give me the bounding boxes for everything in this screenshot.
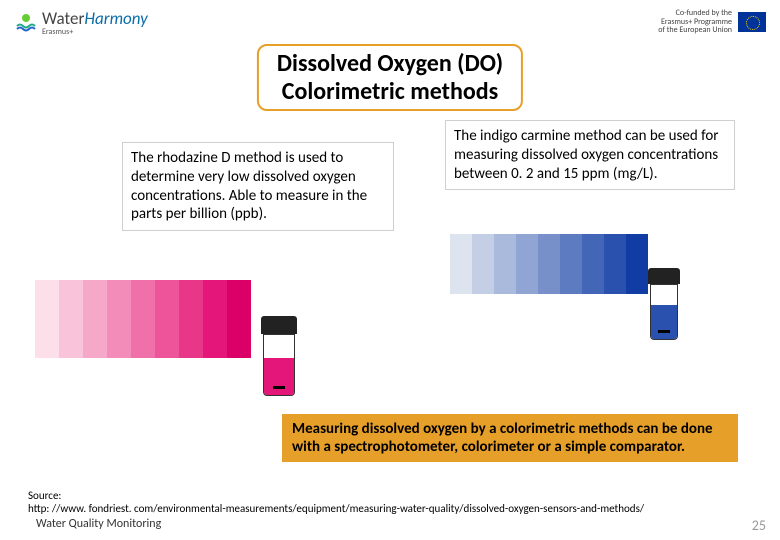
color-swatch bbox=[131, 280, 155, 358]
vial-body bbox=[263, 334, 295, 396]
brand-italic: Harmony bbox=[84, 8, 147, 29]
footer-text: Water Quality Monitoring bbox=[36, 517, 161, 534]
color-swatch bbox=[59, 280, 83, 358]
color-swatch bbox=[35, 280, 59, 358]
vial-liquid bbox=[264, 358, 294, 395]
color-swatch bbox=[604, 234, 626, 294]
water-drop-icon bbox=[14, 10, 38, 34]
vial-mark bbox=[273, 386, 285, 389]
color-swatch bbox=[203, 280, 227, 358]
page-number: 25 bbox=[752, 517, 766, 534]
indigo-color-scale bbox=[450, 234, 648, 294]
indigo-description: The indigo carmine method can be used fo… bbox=[445, 120, 735, 190]
rhodazine-description: The rhodazine D method is used to determ… bbox=[122, 142, 394, 231]
rhodazine-vial bbox=[261, 316, 297, 396]
color-swatch bbox=[538, 234, 560, 294]
brand-text: WaterHarmony bbox=[42, 8, 148, 29]
eu-logo: Co-funded by the Erasmus+ Programme of t… bbox=[658, 9, 766, 35]
slide-title: Dissolved Oxygen (DO) Colorimetric metho… bbox=[257, 44, 523, 111]
title-line1: Dissolved Oxygen (DO) bbox=[277, 49, 503, 78]
color-swatch bbox=[472, 234, 494, 294]
eu-flag-icon bbox=[738, 12, 766, 32]
color-swatch bbox=[494, 234, 516, 294]
source-url: http: //www. fondriest. com/environmenta… bbox=[28, 502, 644, 515]
color-swatch bbox=[227, 280, 251, 358]
color-swatch bbox=[107, 280, 131, 358]
cofunded-text: Co-funded by the Erasmus+ Programme of t… bbox=[658, 9, 732, 35]
slide-footer: Water Quality Monitoring 25 bbox=[36, 517, 766, 534]
vial-mark bbox=[658, 330, 670, 333]
color-swatch bbox=[560, 234, 582, 294]
color-swatch bbox=[179, 280, 203, 358]
color-swatch bbox=[83, 280, 107, 358]
color-swatch bbox=[450, 234, 472, 294]
vial-cap bbox=[261, 316, 297, 334]
title-line2: Colorimetric methods bbox=[282, 77, 498, 106]
vial-cap bbox=[648, 268, 680, 284]
rhodazine-color-scale bbox=[35, 280, 251, 358]
indigo-vial bbox=[648, 268, 680, 340]
color-swatch bbox=[582, 234, 604, 294]
brand-main: Water bbox=[42, 8, 84, 29]
brand-logo: WaterHarmony Erasmus+ bbox=[14, 8, 148, 37]
color-swatch bbox=[626, 234, 648, 294]
color-swatch bbox=[516, 234, 538, 294]
vial-liquid bbox=[651, 305, 677, 339]
color-swatch bbox=[155, 280, 179, 358]
vial-body bbox=[650, 284, 678, 340]
source-label: Source: bbox=[28, 489, 61, 502]
slide-header: WaterHarmony Erasmus+ Co-funded by the E… bbox=[14, 6, 766, 38]
summary-box: Measuring dissolved oxygen by a colorime… bbox=[282, 414, 738, 462]
source-citation: Source: http: //www. fondriest. com/envi… bbox=[28, 490, 644, 515]
